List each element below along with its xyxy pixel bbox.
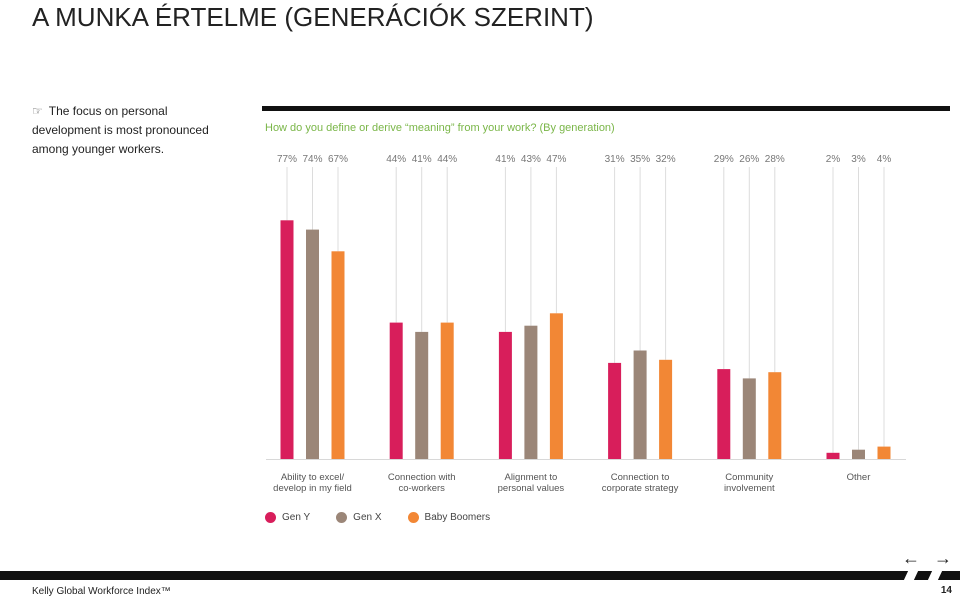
bar-value-label: 35% (630, 154, 650, 165)
legend-label-gen-x: Gen X (353, 512, 382, 523)
bar-value-label: 44% (437, 154, 457, 165)
bar (877, 446, 891, 459)
page-number: 14 (940, 585, 952, 596)
bar-value-label: 67% (328, 154, 348, 165)
bar-value-label: 41% (412, 154, 432, 165)
bar-value-label: 44% (386, 154, 406, 165)
category-label: Ability to excel/ (281, 472, 345, 483)
bar (498, 331, 512, 459)
bar (524, 325, 538, 459)
bar-value-label: 26% (739, 154, 759, 165)
bar-value-label: 43% (521, 154, 541, 165)
bar (280, 220, 294, 459)
bar-value-label: 4% (877, 154, 892, 165)
bar (717, 369, 731, 459)
page-navigation: ← → (902, 548, 952, 569)
bar (306, 229, 319, 459)
footer-brand: Kelly Global Workforce Index™ (32, 586, 171, 597)
bar (659, 359, 673, 459)
bar (742, 378, 756, 459)
arrow-right-icon[interactable]: → (934, 548, 952, 568)
category-label: co-workers (398, 483, 445, 494)
bar (440, 322, 454, 459)
bar (852, 449, 865, 459)
legend-swatch-gen-x (336, 512, 348, 523)
category-label: Connection to (611, 472, 670, 483)
category-label: Other (847, 472, 871, 483)
legend-swatch-baby-boomers (407, 512, 419, 523)
bar (415, 331, 429, 459)
legend-label-baby-boomers: Baby Boomers (424, 512, 491, 523)
legend-item-gen-x: Gen X (336, 512, 382, 523)
bar (331, 251, 345, 459)
category-label: involvement (724, 483, 775, 494)
bar (389, 322, 403, 459)
legend: Gen Y Gen X Baby Boomers (265, 512, 490, 523)
bar (826, 452, 840, 459)
bar (633, 350, 647, 459)
chart-title: How do you define or derive “meaning” fr… (265, 122, 615, 134)
bar-value-label: 41% (495, 154, 515, 165)
arrow-left-icon[interactable]: ← (902, 548, 920, 568)
side-note-text: The focus on personal development is mos… (32, 104, 209, 156)
bar-value-label: 28% (765, 154, 785, 165)
category-label: Community (725, 472, 773, 483)
bar-value-label: 3% (851, 154, 866, 165)
category-label: develop in my field (273, 483, 352, 494)
top-rule (262, 106, 950, 111)
bar-value-label: 32% (656, 154, 676, 165)
category-label: corporate strategy (602, 483, 679, 494)
hand-pointer-icon: ☞ (32, 104, 43, 118)
bar (768, 372, 782, 459)
category-label: Connection with (388, 472, 456, 483)
legend-swatch-gen-y (265, 512, 276, 523)
bottom-bar (0, 571, 960, 580)
bar-value-label: 29% (714, 154, 734, 165)
bar-value-label: 31% (605, 154, 625, 165)
bar-value-label: 47% (546, 154, 566, 165)
bar-value-label: 77% (277, 154, 297, 165)
bar-value-label: 74% (302, 154, 322, 165)
legend-item-baby-boomers: Baby Boomers (407, 512, 491, 523)
bar (608, 362, 622, 459)
bar (549, 313, 563, 459)
bar-value-label: 2% (826, 154, 841, 165)
page-title: A MUNKA ÉRTELME (GENERÁCIÓK SZERINT) (32, 2, 594, 32)
legend-label-gen-y: Gen Y (282, 512, 311, 523)
category-label: Alignment to (504, 472, 557, 483)
category-label: personal values (498, 483, 565, 494)
legend-item-gen-y: Gen Y (265, 512, 310, 523)
side-note: ☞ The focus on personal development is mo… (32, 102, 232, 159)
